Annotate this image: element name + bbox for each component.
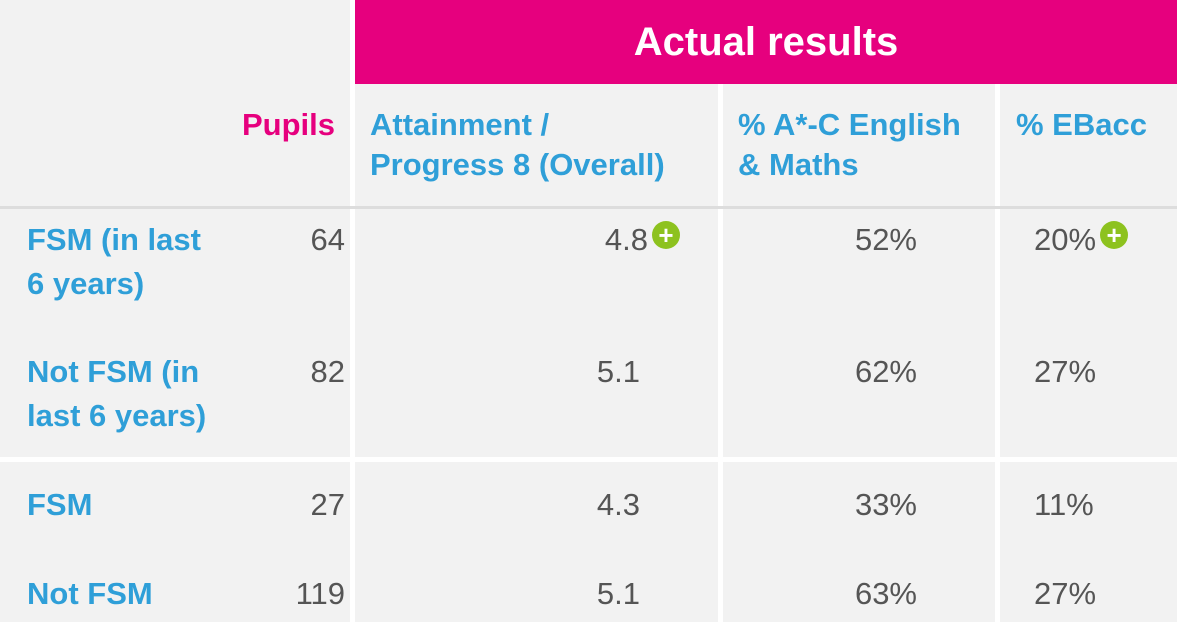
- actual-results-banner: Actual results: [355, 0, 1177, 84]
- plus-circle-icon: +: [652, 221, 680, 249]
- header-divider: [0, 206, 1177, 209]
- ebacc-header: % EBacc: [1016, 107, 1147, 142]
- ebacc-value: 27%: [1034, 354, 1097, 389]
- attainment-column-bg: [355, 84, 718, 622]
- pupils-value: 64: [310, 222, 345, 257]
- pupils-column-bg: [0, 0, 350, 622]
- row-label: FSM (in last 6 years): [27, 222, 201, 301]
- english-maths-value: 62%: [854, 354, 917, 389]
- ebacc-value: 27%: [1034, 576, 1097, 611]
- pupils-value: 119: [295, 576, 345, 611]
- ebacc-value: 11%: [1034, 487, 1094, 522]
- row-label: Not FSM (in last 6 years): [27, 354, 207, 433]
- attainment-value: 5.1: [596, 576, 640, 611]
- banner-title: Actual results: [633, 19, 899, 64]
- english-column-bg: [723, 84, 995, 622]
- attainment-value: 4.8 +: [480, 220, 680, 260]
- group-divider: [0, 457, 1177, 462]
- pupils-header: Pupils: [241, 107, 335, 142]
- attainment-value: 4.3: [596, 487, 640, 522]
- row-label: Not FSM: [27, 576, 153, 611]
- attainment-value: 5.1: [596, 354, 640, 389]
- english-maths-value: 63%: [854, 576, 917, 611]
- row-label: FSM: [27, 487, 93, 522]
- ebacc-column-bg: [1000, 84, 1177, 622]
- english-maths-value: 33%: [854, 487, 917, 522]
- pupils-value: 27: [310, 487, 345, 522]
- attainment-header: Attainment / Progress 8 (Overall): [370, 107, 665, 182]
- ebacc-value: 20% +: [1034, 220, 1174, 260]
- plus-circle-icon: +: [1100, 221, 1129, 249]
- english-maths-value: 52%: [854, 222, 917, 257]
- english-maths-header: % A*-C English & Maths: [738, 107, 961, 182]
- pupils-value: 82: [310, 354, 345, 389]
